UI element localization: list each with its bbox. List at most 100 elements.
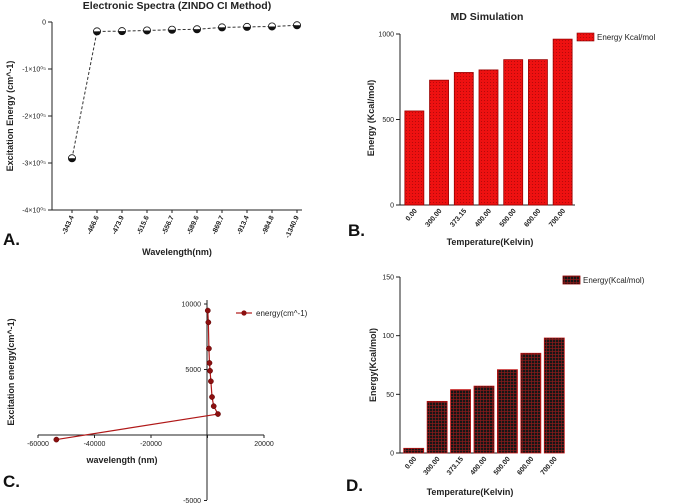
chart-c-point [206, 360, 213, 366]
chart-a-x-tick-label: -343.4 [61, 215, 76, 236]
chart-b-x-tick-label: 700.00 [548, 208, 567, 229]
chart-a-point [93, 27, 102, 36]
chart-c-point [204, 307, 211, 314]
chart-d-y-tick-label: 150 [382, 275, 394, 282]
chart-a-x-label: Wavelength(nm) [142, 247, 212, 257]
chart-d-bar [543, 337, 565, 454]
panel-label-c: C. [3, 472, 20, 491]
chart-b-y-tick-label: 1000 [378, 32, 394, 39]
chart-c-point [206, 345, 212, 352]
chart-c-x-tick-label: 20000 [254, 441, 274, 448]
chart-d-y-tick-label: 100 [382, 333, 394, 340]
chart-a: Electronic Spectra (ZINDO CI Method) 0 -1… [3, 0, 302, 257]
chart-a-y-tick-label: -4×10⁰⁵ [22, 207, 46, 215]
chart-c-point [210, 403, 217, 410]
chart-b-x-tick-label: 0.00 [405, 208, 419, 223]
chart-d-y-tick-label: 50 [386, 392, 394, 399]
chart-d-bars [403, 337, 565, 454]
chart-a-title: Electronic Spectra (ZINDO CI Method) [83, 0, 271, 12]
chart-c-y-tick-label: 5000 [185, 367, 201, 374]
chart-a-point [217, 23, 226, 32]
chart-d-bar [497, 369, 518, 454]
chart-a-y-label: Excitation Energy (cm^-1) [5, 61, 15, 172]
panel-label-d: D. [346, 476, 363, 495]
chart-d: 0 50 100 150 0.00 300.00 373.15 400.00 500.00 60… [346, 275, 645, 498]
chart-a-point [242, 22, 251, 31]
chart-a-x-tick-label: -589.6 [186, 215, 201, 236]
chart-c-legend-label: energy(cm^-1) [256, 309, 308, 318]
chart-a-y-tick-label: -1×10⁰⁵ [22, 66, 46, 74]
chart-a-x-tick-label: -466.6 [86, 215, 101, 236]
chart-a-x-tick-label: -984.8 [261, 215, 276, 236]
chart-d-x-tick-label: 700.00 [540, 456, 559, 477]
chart-a-y-tick-label: 0 [42, 20, 46, 27]
chart-b: MD Simulation 0 500 1000 0.00 300.00 373.15 4… [348, 11, 655, 247]
chart-d-bar [426, 400, 448, 454]
chart-d-y-label: Energy(Kcal/mol) [368, 328, 378, 402]
chart-d-y-tick-label: 0 [390, 451, 394, 458]
chart-b-y-label: Energy (Kcal/mol) [366, 80, 376, 157]
panel-label-a: A. [3, 230, 20, 249]
chart-a-x-tick-label: -869.7 [211, 215, 226, 236]
chart-d-x-tick-label: 0.00 [404, 456, 418, 471]
chart-c-x-label: wavelength (nm) [85, 455, 157, 465]
chart-a-points [68, 21, 301, 163]
chart-d-legend-label: Energy(Kcal/mol) [583, 276, 645, 285]
chart-b-legend-swatch [576, 32, 595, 42]
chart-b-bars [404, 38, 573, 206]
chart-a-y-tick-label: -2×10⁰⁵ [22, 113, 46, 121]
chart-a-point [192, 25, 201, 34]
chart-a-x-tick-label: -473.9 [111, 215, 126, 236]
chart-b-x-tick-label: 373.15 [449, 208, 468, 229]
chart-c-series-line [56, 310, 219, 441]
chart-d-x-tick-label: 500.00 [493, 456, 512, 477]
chart-d-bar [520, 352, 542, 454]
chart-b-y-tick-label: 0 [390, 203, 394, 210]
panel-label-b: B. [348, 221, 365, 240]
chart-c-y-label: Excitation energy(cm^-1) [6, 318, 16, 425]
chart-d-y-ticks: 0 50 100 150 [382, 275, 400, 458]
chart-c-point [208, 378, 214, 385]
chart-c-x-tick-label: -40000 [84, 441, 106, 448]
chart-c-point [53, 436, 60, 443]
chart-a-x-ticks: -343.4 -466.6 -473.9 -515.6 -556.7 -589.6 -869… [61, 210, 301, 239]
chart-a-point [292, 21, 301, 30]
chart-a-point [118, 27, 127, 36]
chart-d-bar [403, 447, 425, 454]
chart-b-x-label: Temperature(Kelvin) [447, 237, 534, 247]
chart-a-x-tick-label: -515.6 [136, 215, 151, 236]
chart-b-bar [404, 110, 425, 206]
chart-c-point [205, 319, 212, 326]
chart-a-point [267, 22, 276, 31]
chart-a-x-tick-label: -1340.9 [284, 215, 300, 240]
chart-d-legend-swatch [562, 275, 581, 285]
chart-b-x-tick-label: 300.00 [424, 208, 443, 229]
chart-d-x-tick-label: 600.00 [516, 456, 535, 477]
chart-a-series-line [71, 24, 298, 159]
chart-c-x-tick-label: -60000 [27, 441, 49, 448]
chart-b-bar [453, 72, 474, 206]
chart-d-x-tick-label: 373.15 [446, 456, 465, 477]
chart-b-title: MD Simulation [451, 11, 524, 23]
chart-a-y-ticks: 0 -1×10⁰⁵ -2×10⁰⁵ -3×10⁰⁵ -4×10⁰⁵ [22, 20, 52, 215]
chart-b-bar [552, 38, 573, 206]
chart-b-y-tick-label: 500 [382, 117, 394, 124]
chart-c-point [207, 367, 213, 374]
chart-a-x-tick-label: -556.7 [161, 215, 176, 236]
chart-a-y-tick-label: -3×10⁰⁵ [22, 160, 46, 168]
chart-c-point [209, 394, 215, 400]
chart-c-x-tick-label: -20000 [140, 441, 162, 448]
chart-b-legend-label: Energy Kcal/mol [597, 33, 655, 42]
chart-b-x-tick-label: 600.00 [523, 208, 542, 229]
chart-c-y-tick-label: 10000 [182, 302, 202, 309]
chart-b-bar [478, 69, 499, 206]
chart-d-bar [473, 385, 495, 454]
chart-d-bar [450, 389, 471, 454]
chart-b-bar [503, 59, 524, 206]
chart-c-point [215, 411, 221, 417]
chart-d-x-label: Temperature(Kelvin) [427, 487, 514, 497]
chart-c-points [53, 307, 221, 443]
chart-b-x-ticks: 0.00 300.00 373.15 400.00 500.00 600.00 700.00 [405, 208, 567, 229]
chart-b-bar [528, 59, 548, 206]
